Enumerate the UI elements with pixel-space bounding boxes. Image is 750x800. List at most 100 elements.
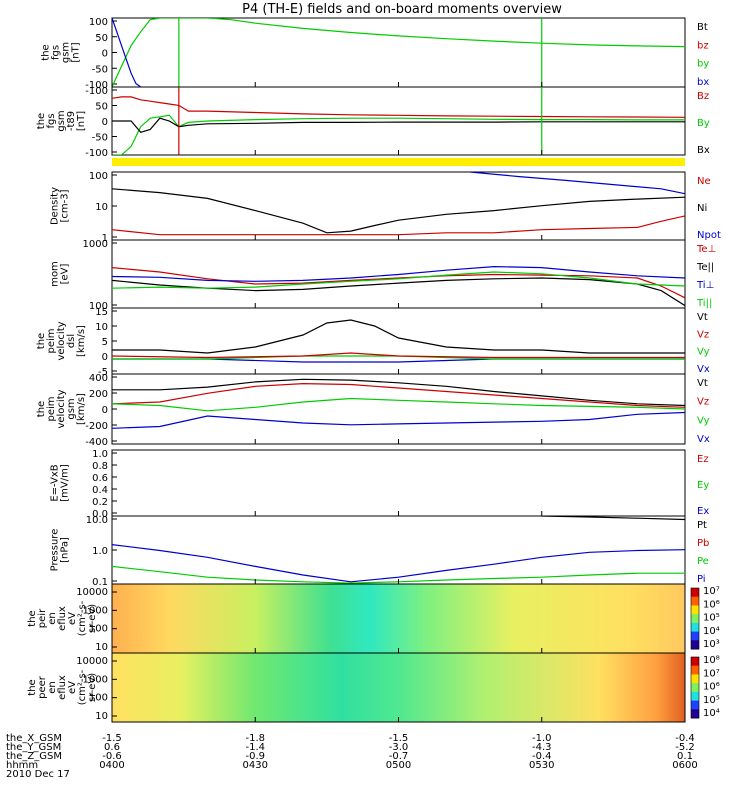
y-axis-label-line: Pressure (50, 529, 61, 572)
y-axis-label-line: the (36, 401, 47, 417)
legend-entry: Vy (697, 347, 710, 358)
panel-0: 100 50 0 -50 -100 Bt bz by bx thefgsgsm[nT] (41, 17, 710, 91)
panel-2 (112, 158, 685, 166)
series-line-Bz (112, 96, 685, 118)
y-axis-label-line: E=-VxB (50, 464, 61, 501)
y-axis-label-line: -t89 (66, 111, 77, 131)
legend-entry: Vz (697, 397, 709, 408)
legend-entry: Vx (697, 434, 710, 445)
y-axis-label-line: the (36, 113, 47, 129)
y-axis-label-line: the (41, 44, 52, 60)
series-line-Pi (112, 544, 685, 583)
y-tick-label: 0 (102, 352, 108, 363)
panel-frame (111, 307, 686, 375)
panel-frame (111, 171, 686, 241)
series-line-Vz (112, 382, 685, 408)
series-line-Vy (112, 355, 685, 360)
y-tick-label: 1 (102, 233, 108, 244)
y-axis-label-line: the (27, 679, 38, 695)
legend-entry: Ey (697, 480, 709, 491)
y-axis-label-line: gsm (66, 398, 77, 419)
y-axis-label: Pressure[nPa] (50, 529, 71, 572)
y-tick-label: 50 (95, 102, 108, 113)
footer-value: -4.3 (532, 742, 552, 753)
legend-entry: Ex (697, 506, 709, 517)
y-tick-label: -50 (92, 64, 108, 75)
footer-row-label: the_X_GSM (6, 733, 62, 744)
legend-entry: Pt (697, 520, 707, 531)
y-axis-label-line: velocity (56, 389, 67, 428)
series-line-Pt (541, 516, 685, 521)
y-axis-label: thefgsgsm-t89[nT] (36, 110, 87, 131)
legend-entry: By (697, 118, 710, 129)
legend-entry: bz (697, 40, 709, 51)
y-axis-label-line: gsm (61, 42, 72, 63)
y-tick-label: 10.0 (86, 515, 108, 526)
y-tick-label: 50 (95, 33, 108, 44)
footer-value: -0.4 (532, 751, 552, 762)
y-tick-label: 100 (89, 624, 108, 635)
colorbar-tick-label: 10⁸ (703, 655, 720, 666)
footer-value: -1.5 (102, 733, 122, 744)
y-tick-label: -100 (85, 86, 108, 97)
series-line-Ne (112, 215, 685, 236)
panel-frame (111, 17, 686, 88)
y-axis-label: Density[cm-3] (50, 187, 71, 225)
legend-entry: Vt (697, 312, 708, 323)
footer-value: -1.8 (245, 733, 265, 744)
legend-entry: Vz (697, 329, 709, 340)
y-axis-label-line: en (47, 681, 58, 694)
colorbar: 10⁷ 10⁶ 10⁵ 10⁴ 10³ (690, 586, 720, 650)
y-axis-label-line: eflux (57, 606, 68, 631)
y-axis-label-line: eV (67, 612, 78, 625)
series-line-Ti|| (112, 271, 685, 289)
colorbar-tick-label: 10⁷ (703, 586, 720, 597)
panel-7: 1.00.80.60.40.20.0 Ez Ey Ex E=-VxB[mV/m] (50, 449, 710, 520)
y-tick-label: 0.8 (92, 461, 108, 472)
y-tick-label: 0.6 (92, 473, 108, 484)
colorbar-tick-label: 10⁴ (703, 626, 720, 637)
y-tick-label: -100 (85, 80, 108, 91)
panel-3: 100 10 1 Ne Ni Npot Density[cm-3] (50, 171, 721, 244)
legend-entry: Ne (697, 176, 711, 187)
y-tick-label: 0 (102, 405, 108, 416)
y-tick-label: 15 (95, 307, 108, 318)
y-tick-label: 10000 (76, 587, 108, 598)
colorbar-segment (691, 631, 699, 641)
y-axis-label-line: the (27, 610, 38, 626)
series-line-Te|| (112, 277, 685, 307)
y-axis-label-line: gsm (56, 110, 67, 131)
colorbar-tick-label: 10³ (703, 639, 720, 650)
footer-value: -3.0 (389, 742, 409, 753)
panel-frame (111, 449, 686, 517)
legend-entry: Ti⊥ (696, 280, 714, 291)
footer-value: -1.4 (245, 742, 265, 753)
colorbar-frame (690, 587, 700, 650)
legend-entry: by (697, 59, 709, 70)
y-axis-label-line: en (47, 612, 58, 625)
footer-value: 0530 (529, 760, 554, 771)
y-tick-label: 0.1 (92, 577, 108, 588)
legend-entry: Vx (697, 364, 710, 375)
colorbar-segment (691, 614, 699, 624)
colorbar-tick-label: 10⁶ (703, 682, 720, 693)
y-axis-label: thepeerenefluxeV(cm²-s-sr-eV) (27, 669, 98, 705)
y-tick-label: 10000 (76, 656, 108, 667)
legend-entry: Bt (697, 22, 708, 33)
legend-entry: Vy (697, 415, 710, 426)
legend-entry: Te|| (696, 262, 714, 273)
colorbar: 10⁸ 10⁷ 10⁶ 10⁵ 10⁴ (690, 655, 720, 719)
series-line-Npot (470, 172, 685, 195)
y-axis-label-line: mom (50, 261, 61, 287)
colorbar-tick-label: 10⁷ (703, 668, 720, 679)
y-axis-label-line: sr-eV) (87, 673, 98, 702)
y-tick-label: 1000 (83, 674, 108, 685)
footer-value: 0430 (243, 760, 268, 771)
footer-value: -1.5 (389, 733, 409, 744)
y-tick-label: 10 (95, 202, 108, 213)
y-tick-label: 1.0 (92, 546, 108, 557)
y-axis-label: thepeirenefluxeV(cm²-s-sr-eV) (27, 600, 98, 636)
y-tick-label: 5 (102, 337, 108, 348)
legend-entry: Te⊥ (696, 244, 716, 255)
y-axis-label-line: (cm²-s- (77, 600, 88, 636)
